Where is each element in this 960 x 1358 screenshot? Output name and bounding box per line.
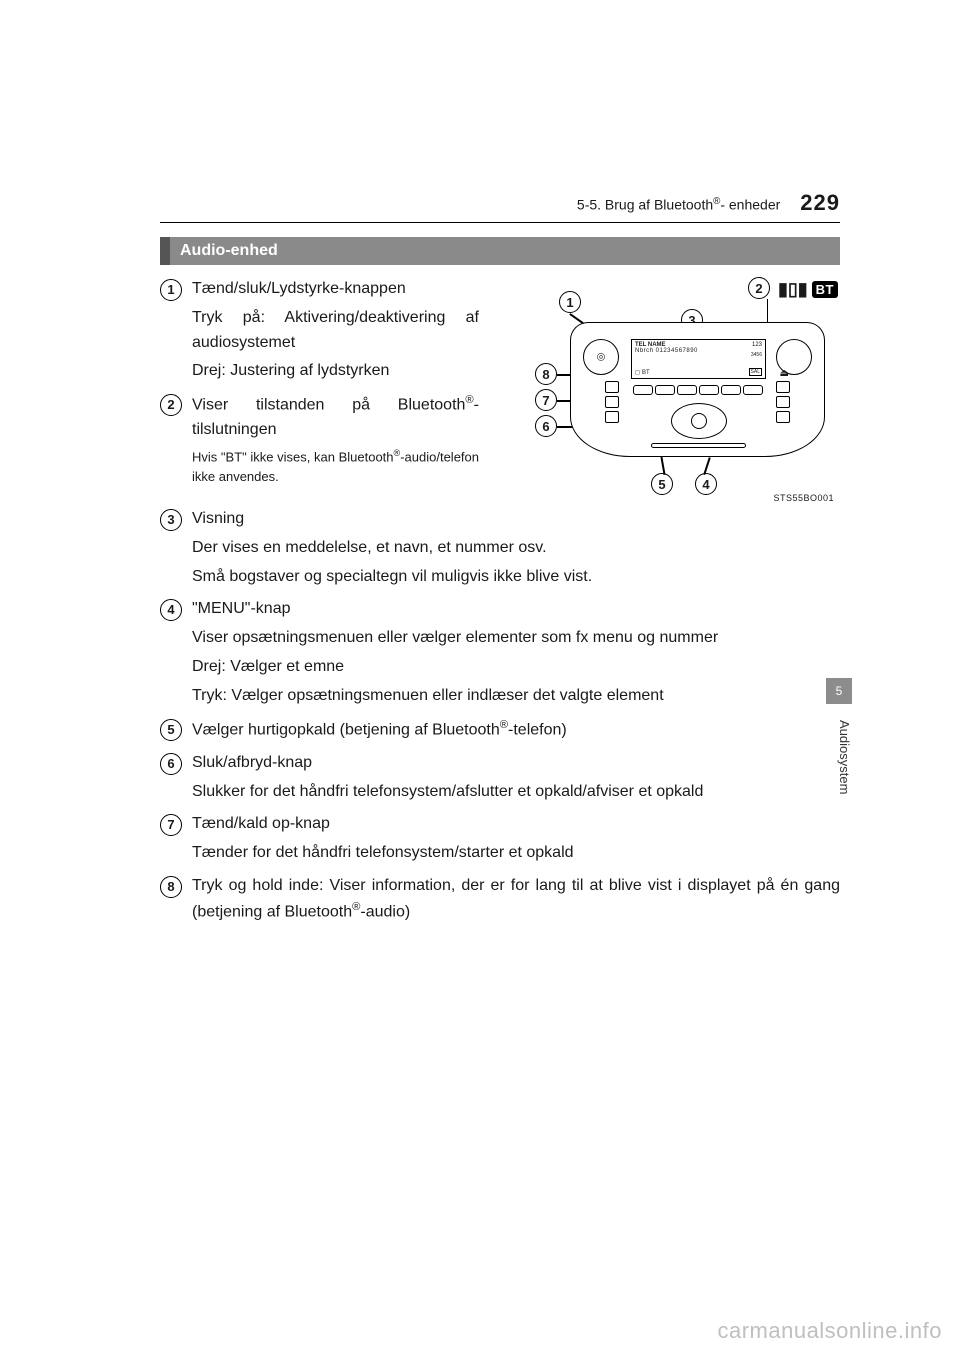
chapter-tab: 5 [826, 678, 852, 704]
menu-dial-icon [671, 403, 727, 439]
item-title-pre: Tryk og hold inde: Viser information, de… [192, 877, 840, 920]
screen-bl-text: BT [642, 370, 650, 376]
page: 5-5. Brug af Bluetooth®- enheder 229 Aud… [0, 0, 960, 925]
item-marker: 7 [160, 814, 182, 836]
item-body: "MENU"-knap Viser opsætningsmenuen eller… [192, 597, 840, 708]
figure-callout: 2 [748, 277, 770, 299]
list-item: 2 Viser tilstanden på Bluetooth®-tilslut… [160, 392, 479, 486]
eject-knob-icon: ⏏ [776, 339, 812, 375]
item-title: Visning [192, 510, 244, 527]
item-body: Tryk og hold inde: Viser information, de… [192, 874, 840, 925]
item-marker: 1 [160, 279, 182, 301]
page-header: 5-5. Brug af Bluetooth®- enheder 229 [160, 190, 840, 220]
list-item: 1 Tænd/sluk/Lydstyrke-knappen Tryk på: A… [160, 277, 479, 384]
figure-code: STS55BO001 [773, 493, 834, 503]
item-marker: 4 [160, 599, 182, 621]
item-body: Tænd/kald op-knap Tænder for det håndfri… [192, 812, 840, 866]
item-small-pre: Hvis "BT" ikke vises, kan Bluetooth [192, 449, 394, 464]
left-side-buttons-icon [605, 381, 619, 423]
chapter-label: Audiosystem [837, 720, 852, 794]
status-icons: ▮▯▮ BT [778, 279, 838, 300]
figure-callout: 5 [651, 473, 673, 495]
registered-icon: ® [500, 719, 508, 731]
item-body: Viser tilstanden på Bluetooth®-tilslutni… [192, 392, 479, 486]
figure-callout: 8 [535, 363, 557, 385]
content-row-top: 1 Tænd/sluk/Lydstyrke-knappen Tryk på: A… [160, 277, 840, 507]
list-item: 3 Visning Der vises en meddelelse, et na… [160, 507, 840, 589]
watermark: carmanualsonline.info [717, 1318, 942, 1344]
signal-icon: ▮▯▮ [778, 279, 808, 300]
item-line: Tryk på: Aktivering/deaktivering af audi… [192, 306, 479, 356]
breadcrumb-pre: 5-5. Brug af Bluetooth [577, 197, 713, 213]
list-item: 4 "MENU"-knap Viser opsætningsmenuen ell… [160, 597, 840, 708]
section-header: Audio-enhed [160, 237, 840, 265]
registered-icon: ® [465, 394, 473, 406]
display-screen-icon: TEL NAME Nbrch 01234567890 123 3456 ◻BT … [631, 339, 766, 379]
list-item: 5 Vælger hurtigopkald (betjening af Blue… [160, 717, 840, 743]
item-title: Tænd/kald op-knap [192, 815, 330, 832]
figure-callout: 6 [535, 415, 557, 437]
item-body: Visning Der vises en meddelelse, et navn… [192, 507, 840, 589]
breadcrumb-post: - enheder [720, 197, 780, 213]
item-body: Vælger hurtigopkald (betjening af Blueto… [192, 717, 840, 743]
item-line: Slukker for det håndfri telefonsystem/af… [192, 780, 840, 805]
list-item: 8 Tryk og hold inde: Viser information, … [160, 874, 840, 925]
item-title: Sluk/afbryd-knap [192, 754, 312, 771]
bt-badge-icon: BT [812, 281, 838, 298]
screen-line2: Nbrch 01234567890 [635, 348, 762, 354]
breadcrumb: 5-5. Brug af Bluetooth®- enheder [577, 196, 780, 213]
item-marker: 8 [160, 876, 182, 898]
item-line: Små bogstaver og specialtegn vil muligvi… [192, 565, 840, 590]
item-line: Tænder for det håndfri telefonsystem/sta… [192, 841, 840, 866]
right-side-buttons-icon [776, 381, 790, 423]
item-marker: 6 [160, 753, 182, 775]
device-figure: ▮▯▮ BT 1 2 3 4 5 6 7 8 ⏏ [495, 277, 840, 507]
item-marker: 5 [160, 719, 182, 741]
item-title: Tænd/sluk/Lydstyrke-knappen [192, 280, 406, 297]
page-number: 229 [800, 190, 840, 216]
audio-unit-icon: ⏏ TEL NAME Nbrch 01234567890 123 3456 ◻B… [570, 322, 825, 457]
square-icon: ◻ [635, 369, 640, 376]
list-item: 7 Tænd/kald op-knap Tænder for det håndf… [160, 812, 840, 866]
list-item: 6 Sluk/afbryd-knap Slukker for det håndf… [160, 751, 840, 805]
item-title: "MENU"-knap [192, 600, 291, 617]
cd-slot-icon [651, 443, 746, 448]
item-line: Viser opsætningsmenuen eller vælger elem… [192, 626, 840, 651]
item-title-post: -telefon) [508, 721, 567, 738]
item-body: Tænd/sluk/Lydstyrke-knappen Tryk på: Akt… [192, 277, 479, 384]
screen-bottom-left: ◻BT [635, 369, 650, 376]
figure-callout: 7 [535, 389, 557, 411]
preset-buttons-icon [633, 385, 763, 395]
item-line: Drej: Justering af lydstyrken [192, 359, 479, 384]
item-line: Drej: Vælger et emne [192, 655, 840, 680]
header-rule [160, 222, 840, 223]
screen-top-right: 123 [752, 342, 762, 348]
figure-callout: 4 [695, 473, 717, 495]
item-title-post: -audio) [360, 903, 410, 920]
item-title-pre: Viser tilstanden på Bluetooth [192, 397, 465, 414]
item-line: Der vises en meddelelse, et navn, et num… [192, 536, 840, 561]
volume-knob-icon [583, 339, 619, 375]
screen-bottom-right: SAL [749, 368, 762, 376]
eject-icon: ⏏ [780, 368, 789, 379]
item-line: Tryk: Vælger opsætningsmenuen eller indl… [192, 684, 840, 709]
screen-mid-right: 3456 [751, 352, 762, 358]
figure-callout: 1 [559, 291, 581, 313]
item-title-pre: Vælger hurtigopkald (betjening af Blueto… [192, 721, 500, 738]
left-column: 1 Tænd/sluk/Lydstyrke-knappen Tryk på: A… [160, 277, 479, 507]
item-small: Hvis "BT" ikke vises, kan Bluetooth®-aud… [192, 447, 479, 486]
item-marker: 2 [160, 394, 182, 416]
item-marker: 3 [160, 509, 182, 531]
item-body: Sluk/afbryd-knap Slukker for det håndfri… [192, 751, 840, 805]
